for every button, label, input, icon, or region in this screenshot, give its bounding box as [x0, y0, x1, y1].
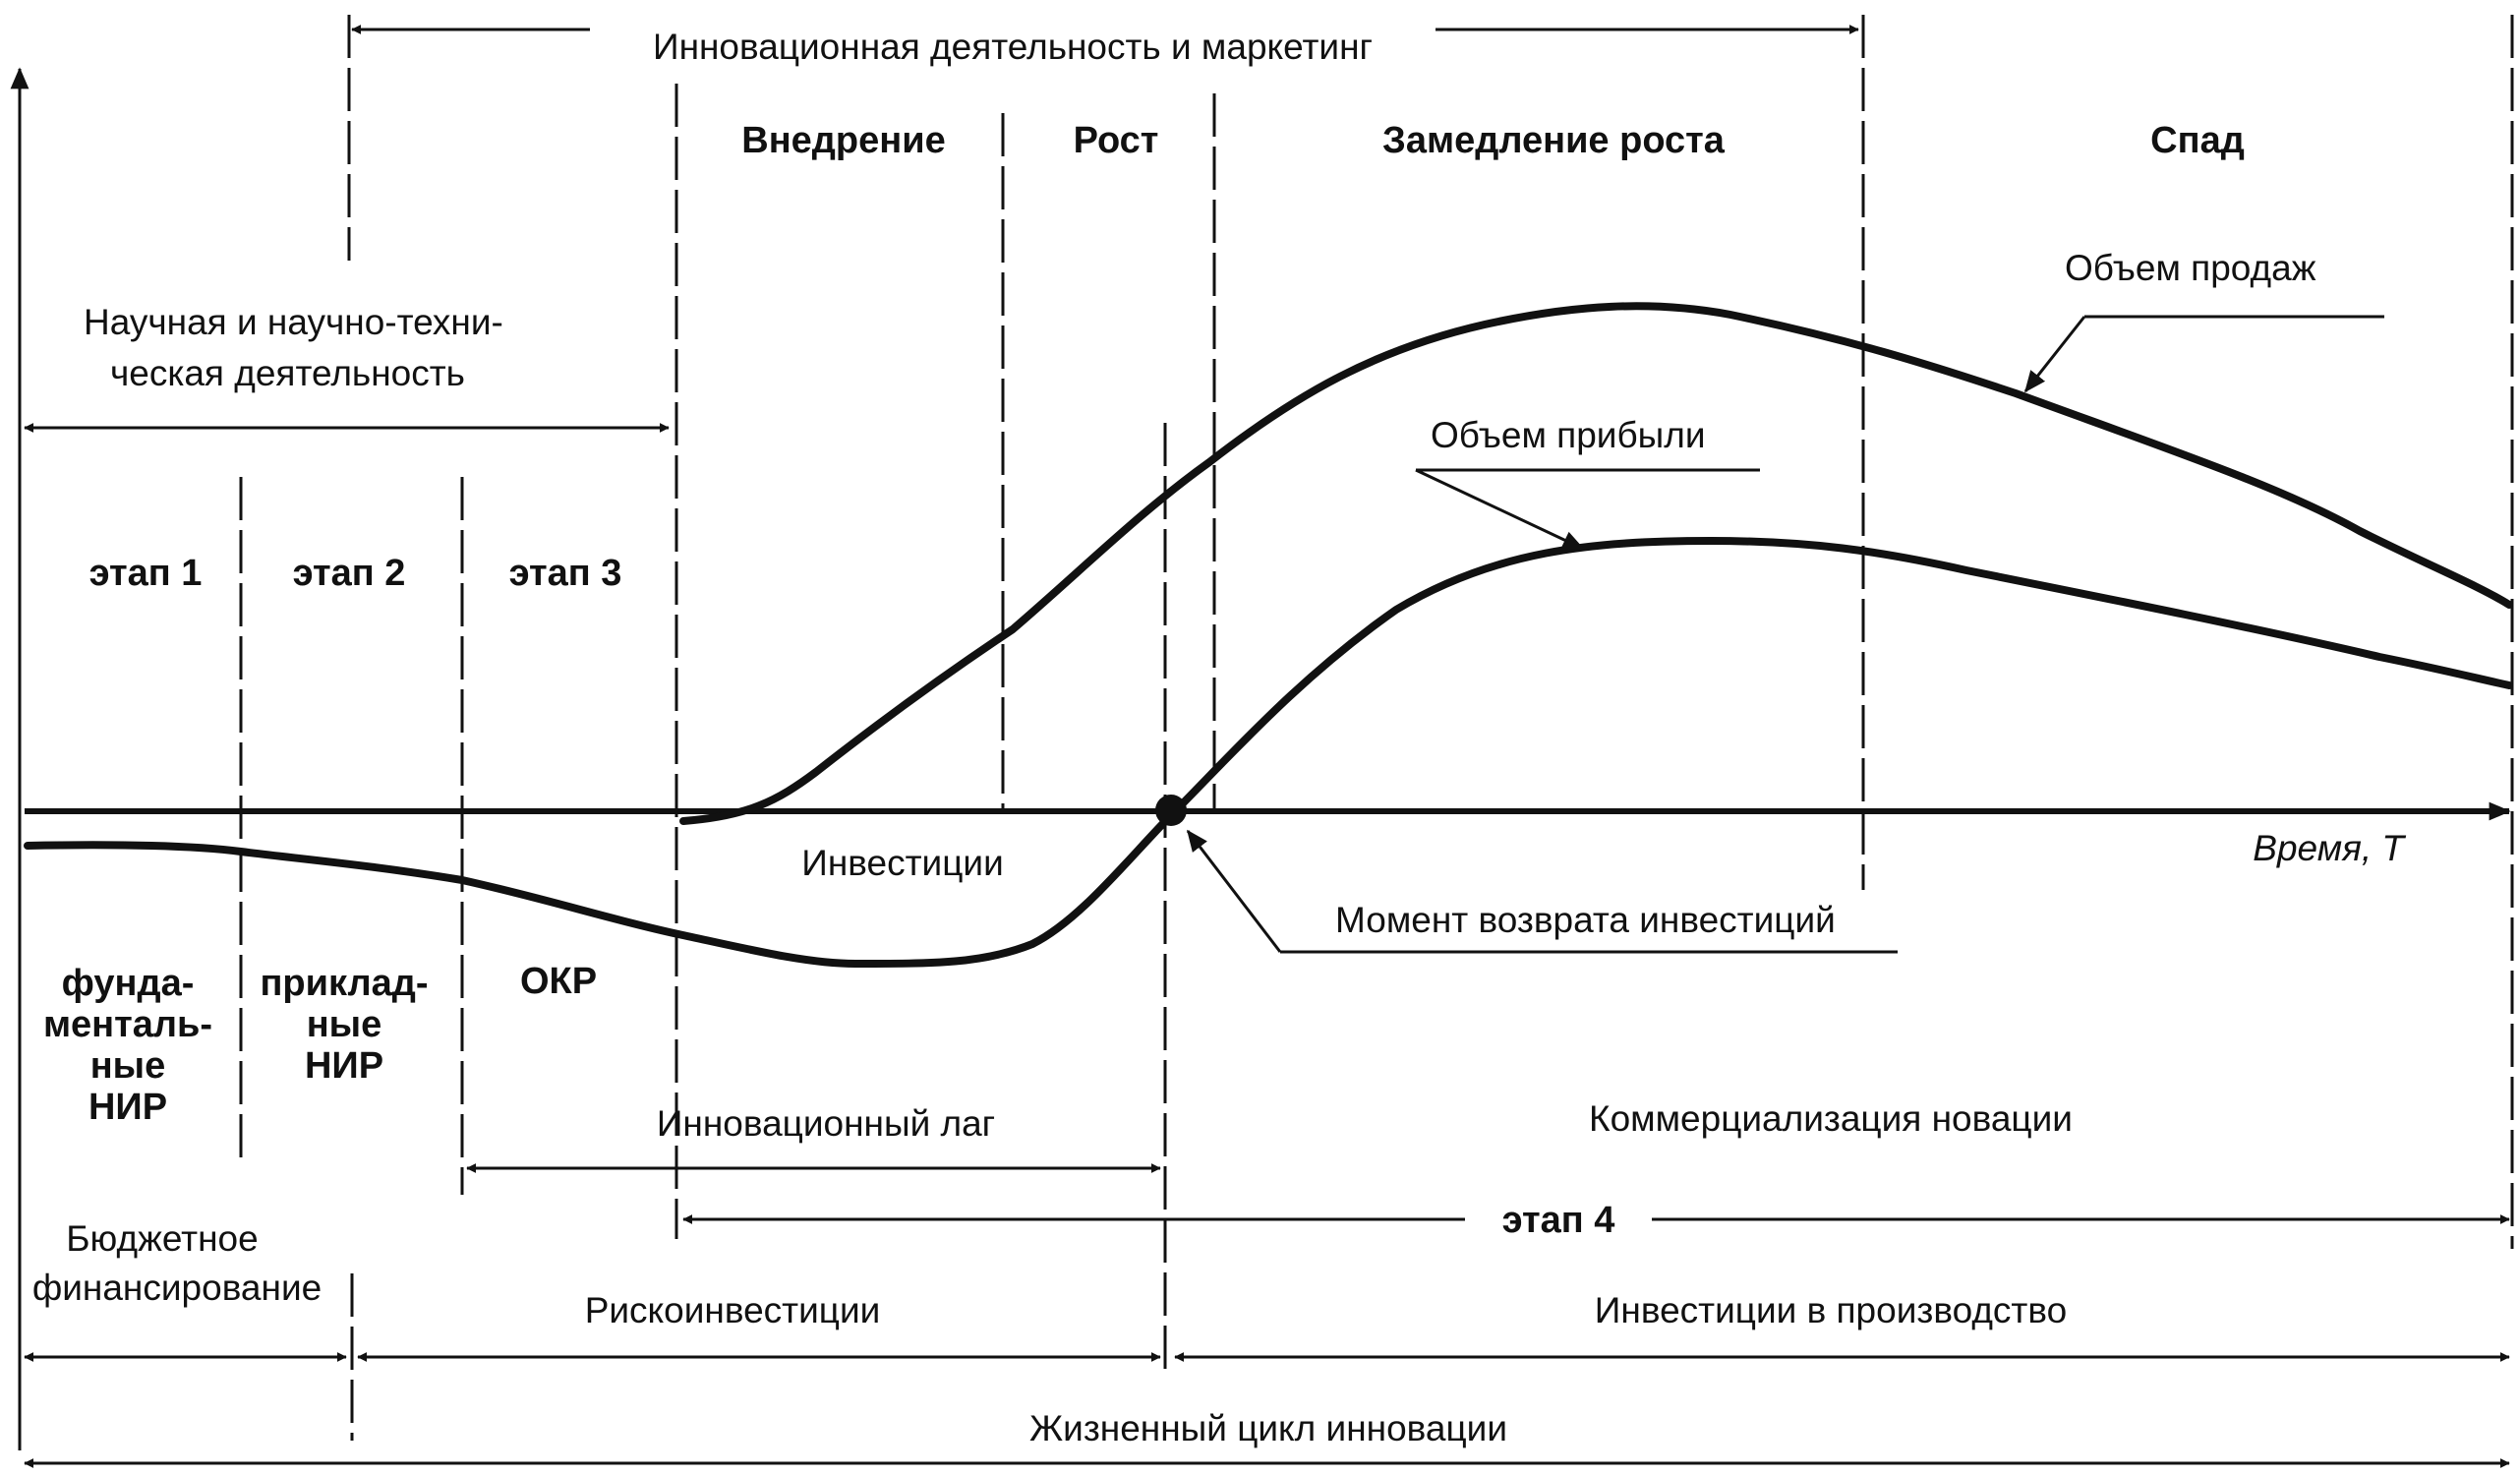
- phase-intro-label: Внедрение: [741, 120, 945, 161]
- stage2-label: этап 2: [293, 553, 406, 594]
- payback-label: Момент возврата инвестиций: [1335, 900, 1836, 940]
- commercialization-label: Коммерциализация новации: [1589, 1098, 2073, 1139]
- fundamental-rnd-line2: менталь-: [43, 1004, 212, 1045]
- research-label-line1: Научная и научно-техни-: [84, 302, 503, 342]
- risk-investments-label: Рискоинвестиции: [585, 1290, 881, 1330]
- sales-volume-label: Объем продаж: [2065, 248, 2316, 288]
- lifecycle-label: Жизненный цикл инновации: [1029, 1408, 1507, 1448]
- top-band-label: Инновационная деятельность и маркетинг: [653, 27, 1373, 67]
- phase-slowdown-label: Замедление роста: [1382, 120, 1726, 161]
- sales-volume-curve: [679, 302, 2513, 825]
- production-investments-label: Инвестиции в производство: [1595, 1290, 2067, 1330]
- profit-volume-label: Объем прибыли: [1431, 415, 1706, 455]
- budget-label-line1: Бюджетное: [66, 1218, 258, 1259]
- fundamental-rnd-line1: фунда-: [62, 963, 195, 1004]
- profit-leader-arrow: [1415, 468, 1585, 551]
- applied-rnd-line2: ные: [307, 1004, 382, 1045]
- budget-label-line2: финансирование: [32, 1268, 322, 1308]
- sales-leader-arrow: [2023, 316, 2086, 393]
- phase-decline-label: Спад: [2150, 120, 2245, 161]
- profit-investment-curve: [24, 537, 2513, 968]
- phase-growth-label: Рост: [1074, 120, 1159, 161]
- investments-label: Инвестиции: [801, 843, 1004, 883]
- stage3-label: этап 3: [509, 553, 622, 594]
- applied-rnd-line1: приклад-: [260, 963, 428, 1004]
- fundamental-rnd-line4: НИР: [88, 1087, 167, 1128]
- stage4-label: этап 4: [1502, 1200, 1615, 1241]
- fundamental-rnd-line3: ные: [90, 1045, 166, 1087]
- time-axis-label: Время, T: [2253, 828, 2406, 868]
- stage1-label: этап 1: [89, 553, 203, 594]
- applied-rnd-line3: НИР: [305, 1045, 383, 1087]
- research-label-line2: ческая деятельность: [110, 353, 465, 393]
- payback-point: [1155, 795, 1187, 826]
- payback-leader-arrow: [1186, 829, 1282, 953]
- okr-label: ОКР: [520, 961, 597, 1002]
- innovation-lag-label: Инновационный лаг: [657, 1103, 995, 1144]
